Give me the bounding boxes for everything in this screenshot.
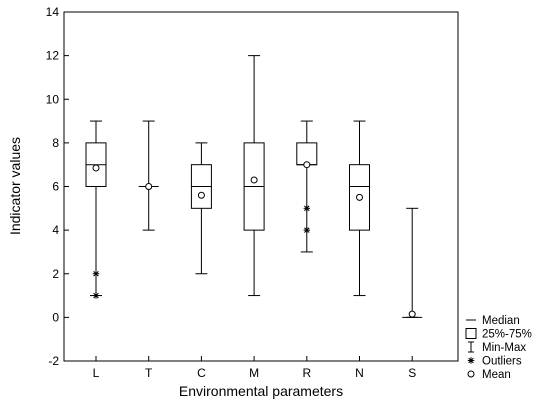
- legend-mean-symbol: [467, 370, 475, 378]
- mean-marker: [92, 164, 100, 172]
- box-N: [349, 120, 370, 297]
- box-C: [190, 142, 212, 275]
- outlier-marker: [303, 205, 310, 212]
- y-tick-label: 0: [52, 310, 59, 324]
- mean-marker: [408, 310, 416, 318]
- legend-outlier-symbol: [467, 357, 475, 364]
- y-tick-label: 6: [52, 180, 59, 194]
- x-tick-label: C: [197, 366, 206, 380]
- x-tick-label: M: [249, 366, 259, 380]
- legend-label: Mean: [482, 369, 511, 381]
- legend-label: Outliers: [482, 356, 522, 368]
- mean-marker: [197, 191, 205, 199]
- y-axis-title: Indicator values: [7, 137, 23, 235]
- outlier-marker: [92, 270, 100, 277]
- mean-marker: [303, 161, 311, 169]
- x-tick-label: T: [145, 366, 153, 380]
- box-T: [138, 120, 159, 231]
- mean-marker: [250, 176, 258, 184]
- x-tick-label: L: [93, 366, 100, 380]
- boxes-group: [85, 55, 423, 318]
- box-S: [402, 207, 423, 318]
- y-tick-label: 10: [46, 92, 60, 106]
- y-tick-label: 2: [52, 267, 59, 281]
- legend-label: Median: [482, 315, 520, 327]
- legend-label: 25%-75%: [482, 329, 532, 341]
- mean-marker: [145, 183, 153, 190]
- legend-box-symbol: [465, 328, 477, 339]
- x-tick-label: S: [408, 366, 416, 380]
- x-tick-label: N: [355, 366, 364, 380]
- box-L: [85, 120, 107, 299]
- y-axis: -2 0 2 4 6 8 10 12 14: [46, 5, 69, 368]
- y-tick-label: 14: [46, 5, 60, 19]
- box-M: [243, 55, 265, 297]
- x-tick-label: R: [302, 366, 311, 380]
- y-tick-label: 8: [52, 136, 59, 150]
- outlier-marker: [92, 292, 100, 299]
- outlier-marker: [303, 226, 310, 234]
- box-R: [296, 120, 318, 253]
- y-tick-label: -2: [48, 354, 59, 368]
- legend-label: Min-Max: [482, 342, 526, 354]
- y-tick-label: 12: [46, 49, 60, 63]
- mean-marker: [356, 193, 363, 201]
- y-tick-label: 4: [52, 223, 59, 237]
- x-axis-title: Environmental parameters: [179, 383, 343, 399]
